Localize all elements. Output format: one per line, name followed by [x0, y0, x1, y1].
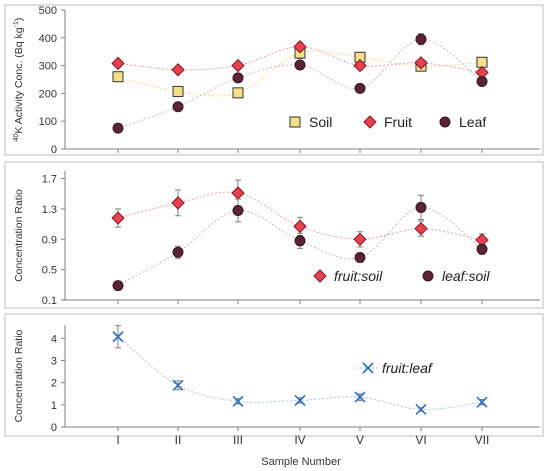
data-point-0-2: [232, 395, 244, 407]
legend-label: fruit:leaf: [382, 360, 434, 376]
data-point-0-4: [353, 232, 367, 247]
data-point-0-2-stroke-b: [232, 395, 244, 407]
data-point-1-4: [353, 58, 367, 73]
legend-marker: [363, 115, 377, 129]
data-point-1-5: [415, 201, 427, 213]
data-point-0-6-stroke-b: [476, 396, 488, 408]
legend-label: Fruit: [384, 114, 412, 130]
panel-frame: [4, 4, 544, 156]
x-tick-label: II: [175, 433, 182, 447]
data-point-2-1: [172, 101, 184, 113]
x-axis-label: Sample Number: [261, 456, 341, 468]
y-axis-label-unit-exponent: -1: [13, 21, 20, 27]
data-point-0-3-stroke-b: [294, 394, 306, 406]
data-point-0-2: [231, 186, 245, 200]
legend-marker: [422, 270, 434, 282]
y-tick-label: 0: [51, 144, 57, 156]
legend-marker-stroke-b: [362, 362, 374, 374]
y-tick-label: 2: [51, 378, 57, 390]
data-point-0-6: [476, 396, 488, 408]
y-axis-label-isotope: 40: [13, 133, 20, 141]
data-point-0-0: [111, 211, 125, 225]
data-point-0-5: [415, 403, 427, 416]
data-point-0-4: [354, 391, 366, 403]
data-point-0-5: [414, 221, 428, 236]
data-point-2-2: [232, 72, 244, 84]
data-point-1-0: [111, 56, 125, 71]
legend-label: Leaf: [459, 114, 486, 130]
data-point-1-1: [172, 246, 184, 258]
panel-activity-concentration: 0 100 200 300 400 500 40K Activity Conc. (Bq k…: [4, 4, 544, 156]
x-tick-label: VI: [415, 433, 426, 447]
legend-marker: [289, 116, 301, 128]
y-axis-label: Concentration Ratio: [13, 189, 25, 282]
y-tick-label: 300: [39, 61, 57, 73]
data-point-0-2: [232, 87, 244, 99]
y-tick-label: 1.7: [42, 174, 57, 186]
legend-label: Soil: [309, 114, 332, 130]
x-tick-label: VII: [475, 433, 490, 447]
data-point-1-2: [231, 58, 245, 73]
x-tick-label: I: [116, 433, 119, 447]
data-point-0-5-stroke-b: [415, 403, 427, 416]
data-point-0-1-stroke-b: [172, 379, 184, 391]
legend-marker: [439, 116, 451, 128]
data-point-2-3: [294, 59, 306, 71]
x-tick-label: V: [356, 433, 364, 447]
data-point-0-0: [112, 331, 124, 343]
data-point-1-3: [294, 235, 306, 247]
data-point-1-0: [112, 280, 124, 292]
data-point-2-6: [476, 75, 488, 87]
legend-marker: [362, 362, 374, 374]
data-point-2-0: [112, 122, 124, 134]
y-tick-label: 0.1: [42, 295, 57, 307]
panel-concentration-ratio-fruit-leaf: 0 1 2 3 4 Concentration Ratio fruit:leaf: [4, 313, 544, 437]
y-tick-label: 3: [51, 355, 57, 367]
y-tick-label: 100: [39, 116, 57, 128]
data-point-0-3: [294, 394, 306, 406]
data-point-0-0: [112, 71, 124, 83]
y-axis-label-text: K Activity Conc. (Bq kg: [13, 27, 25, 133]
data-point-1-2: [232, 204, 244, 216]
legend-label: leaf:soil: [442, 268, 490, 284]
data-point-1-5: [414, 56, 428, 70]
panel-frame: [4, 161, 544, 309]
y-tick-label: 200: [39, 88, 57, 100]
y-tick-label: 0.9: [42, 234, 57, 246]
legend-label: fruit:soil: [334, 268, 383, 284]
x-tick-label: IV: [294, 433, 305, 447]
panel-frame: [4, 313, 544, 437]
data-point-1-3: [293, 39, 307, 54]
data-point-0-6: [476, 56, 488, 68]
y-tick-label: 400: [39, 33, 57, 45]
y-tick-label: 4: [51, 333, 57, 345]
panel-concentration-ratio-soil: 0.1 0.5 0.9 1.3 1.7 Concentration Ratio fruit:…: [4, 161, 544, 309]
data-point-2-4: [354, 82, 366, 94]
data-point-2-5: [415, 33, 427, 45]
data-point-0-1: [171, 196, 185, 210]
y-axis-label: Concentration Ratio: [13, 329, 25, 422]
y-tick-label: 1: [51, 400, 57, 412]
data-point-0-3: [293, 219, 307, 234]
data-point-1-1: [171, 63, 185, 77]
y-tick-label: 0: [51, 422, 57, 434]
y-axis-label: 40K Activity Conc. (Bq kg-1): [13, 18, 25, 142]
data-point-0-1: [172, 85, 184, 97]
legend-marker: [313, 269, 327, 283]
data-point-0-4-stroke-b: [354, 391, 366, 403]
data-point-0-1: [172, 379, 184, 391]
y-tick-label: 500: [39, 5, 57, 17]
data-point-0-0-stroke-b: [112, 331, 124, 343]
y-tick-label: 1.3: [42, 204, 57, 216]
y-tick-label: 0.5: [42, 265, 57, 277]
x-tick-label: III: [233, 433, 243, 447]
data-point-1-6: [476, 243, 488, 255]
data-point-1-4: [354, 252, 366, 264]
y-axis-label-close: ): [13, 18, 25, 22]
